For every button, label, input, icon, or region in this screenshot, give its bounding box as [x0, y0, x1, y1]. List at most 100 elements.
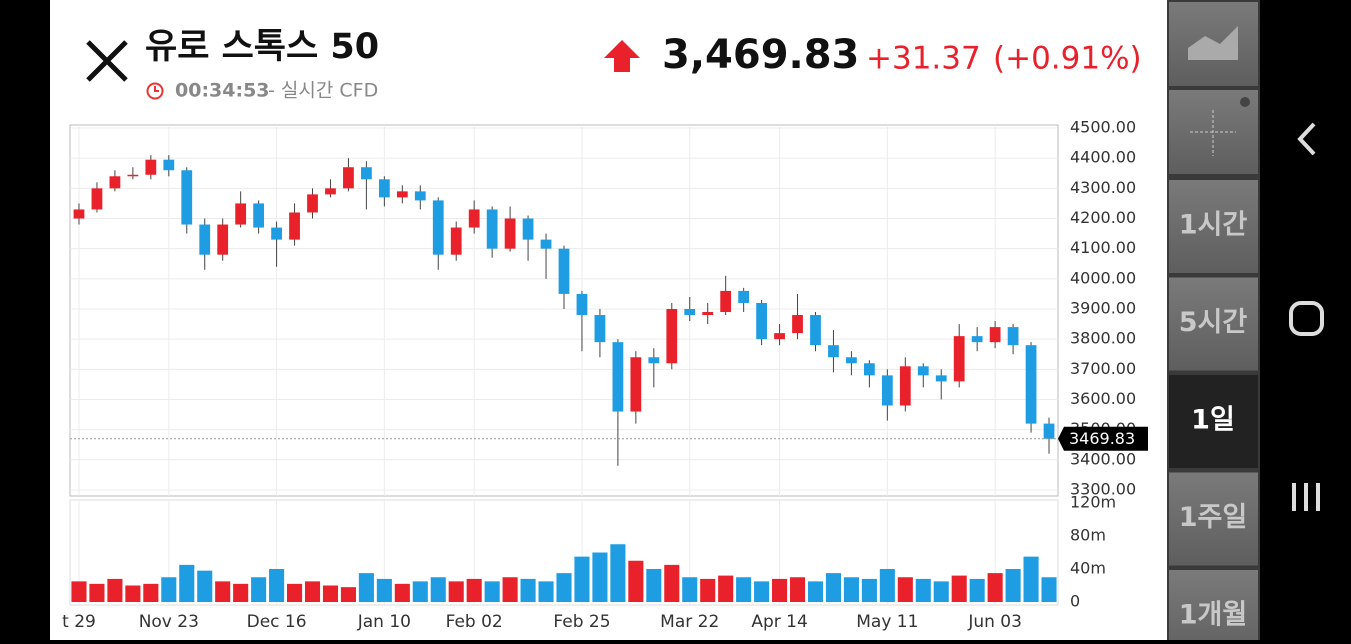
candle-body	[899, 366, 911, 406]
candle-body	[720, 290, 732, 313]
volume-bar	[610, 544, 626, 602]
x-tick-label: Mar 22	[660, 612, 719, 632]
volume-bar	[89, 583, 105, 602]
volume-bar	[376, 578, 392, 602]
volume-bar	[215, 581, 231, 602]
last-price-tag	[1058, 426, 1148, 451]
candle-body	[504, 218, 516, 249]
volume-bar	[448, 581, 464, 602]
volume-bar	[556, 573, 572, 602]
candle-body	[163, 159, 175, 171]
candle-body	[540, 239, 552, 249]
interval-label: 1일	[1191, 405, 1235, 436]
title: 유로 스톡스 50	[145, 27, 379, 67]
volume-bar	[412, 581, 428, 602]
y-tick-label: 4000.00	[1070, 268, 1136, 287]
candle-body	[468, 209, 480, 228]
interval-label: 1주일	[1179, 502, 1247, 533]
volume-bar	[71, 581, 87, 602]
change: +31.37	[866, 41, 981, 77]
interval-label: 1개월	[1179, 600, 1247, 631]
up-arrow	[604, 40, 640, 72]
volume-bar	[394, 583, 410, 602]
volume-bar	[538, 581, 554, 602]
x-tick-label: Dec 16	[247, 612, 307, 632]
candle-body	[989, 327, 1001, 343]
nav-back[interactable]	[1297, 122, 1316, 156]
volume-bar	[736, 577, 752, 602]
nav-recent[interactable]	[1292, 483, 1320, 511]
chart-icon	[1188, 26, 1238, 60]
volume-tick-label: 0	[1070, 592, 1080, 611]
volume-bar	[322, 585, 339, 602]
candle-body	[738, 290, 750, 303]
candle-body	[702, 312, 714, 316]
volume-bar	[682, 577, 698, 602]
volume-bar	[1005, 569, 1021, 602]
y-tick-label: 4100.00	[1070, 238, 1136, 257]
price: 3,469.83	[662, 32, 859, 78]
volume-bar	[340, 587, 356, 602]
volume-bar	[628, 560, 644, 602]
candle-body	[396, 191, 408, 198]
candle-body	[953, 336, 965, 382]
nav-bar	[1289, 122, 1324, 511]
volume-bar	[251, 577, 267, 602]
y-tick-label: 3300.00	[1070, 479, 1136, 498]
volume-bar	[807, 581, 824, 602]
candle-body	[935, 375, 947, 382]
candle-body	[522, 218, 534, 240]
x-tick-label: Feb 25	[553, 612, 610, 632]
volume-bar	[592, 552, 608, 602]
candle-body	[1025, 345, 1037, 424]
candle-body	[756, 302, 767, 340]
interval-button[interactable]	[1169, 570, 1258, 644]
volume-bar	[879, 569, 895, 602]
clock-icon	[146, 82, 164, 100]
candle-body	[828, 345, 839, 358]
time: 00:34:53	[175, 80, 270, 102]
candle-body	[792, 315, 803, 334]
volume-bar	[304, 581, 321, 602]
volume-bar	[143, 583, 159, 602]
volume-bar	[1023, 556, 1039, 602]
volume-bar	[358, 573, 374, 602]
candle-body	[450, 227, 462, 255]
clock-hand	[154, 86, 159, 92]
candle-body	[253, 203, 265, 228]
interval-button[interactable]	[1169, 375, 1258, 468]
close-button[interactable]	[86, 40, 128, 82]
candle-body	[271, 227, 282, 240]
candle-body	[145, 159, 157, 175]
interval-button[interactable]	[1169, 180, 1258, 273]
volume-bar	[843, 577, 859, 602]
y-tick-label: 3800.00	[1070, 329, 1136, 348]
volume-bar	[718, 575, 734, 602]
nav-home[interactable]	[1289, 301, 1324, 336]
change-pct: (+0.91%)	[993, 41, 1142, 77]
x-tick-label: Jun 03	[967, 612, 1022, 632]
volume-frame	[69, 499, 1059, 606]
candle-body	[91, 188, 103, 210]
chart-panel	[50, 0, 1167, 640]
volume-bar	[861, 578, 877, 602]
x-tick-label: Jan 10	[357, 612, 411, 632]
candle-body	[289, 212, 300, 240]
candle-body	[378, 179, 390, 198]
volume-bar	[287, 583, 303, 602]
volume-bar	[574, 556, 590, 602]
volume-bar	[664, 564, 680, 602]
volume-bar	[969, 578, 985, 602]
volume-bar	[197, 570, 213, 602]
candle-body	[486, 209, 498, 249]
x-tick-label: Feb 02	[446, 612, 503, 632]
y-tick-label: 4200.00	[1070, 208, 1136, 227]
crosshair-dot	[1240, 97, 1250, 107]
interval-button[interactable]	[1169, 277, 1258, 371]
candle-body	[881, 375, 893, 406]
x-tick-label: Apr 14	[751, 612, 807, 632]
last-price-label: 3469.83	[1069, 429, 1135, 448]
interval-label: 5시간	[1179, 307, 1248, 338]
interval-button[interactable]	[1169, 472, 1258, 566]
price-frame	[69, 124, 1059, 497]
